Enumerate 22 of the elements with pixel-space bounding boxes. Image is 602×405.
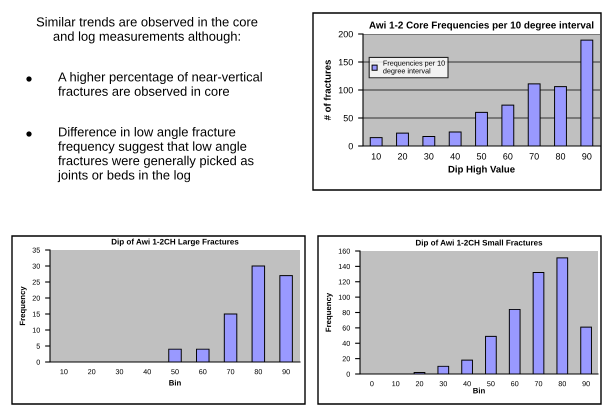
x-axis-title: Dip High Value	[448, 166, 515, 174]
chart-title: Awi 1-2 Core Frequencies per 10 degree interval	[369, 21, 594, 31]
x-tick-label: 50	[476, 153, 486, 160]
y-axis-title: # of fractures	[324, 60, 331, 120]
x-tick-label: 60	[503, 153, 512, 160]
text: Difference in low angle fracture frequency suggest that low angle fractures were generally picked as joints or beds in the log	[58, 127, 254, 182]
chart-title: Dip of Awi 1-2CH Large Fractures	[112, 238, 238, 246]
x-tick-label: 30	[424, 153, 434, 160]
y-tick-label: 50	[344, 114, 353, 122]
x-tick-label: 10	[372, 153, 381, 160]
y-tick-label: 100	[338, 86, 353, 94]
text: Similar trends are observed in the core and log measurements although:	[36, 17, 258, 44]
x-tick-label: 90	[582, 153, 592, 160]
x-tick-label: 70	[530, 153, 539, 160]
y-tick-label: 0	[348, 142, 353, 150]
x-tick-label: 80	[556, 153, 566, 160]
text: A higher percentage of near-vertical fractures are observed in core	[58, 72, 262, 96]
chart-title: Dip of Awi 1-2CH Small Fractures	[416, 240, 542, 248]
y-tick-label: 150	[338, 58, 353, 66]
y-tick-label: 200	[338, 30, 353, 38]
x-tick-label: 20	[398, 153, 408, 160]
x-tick-label: 40	[450, 153, 460, 160]
